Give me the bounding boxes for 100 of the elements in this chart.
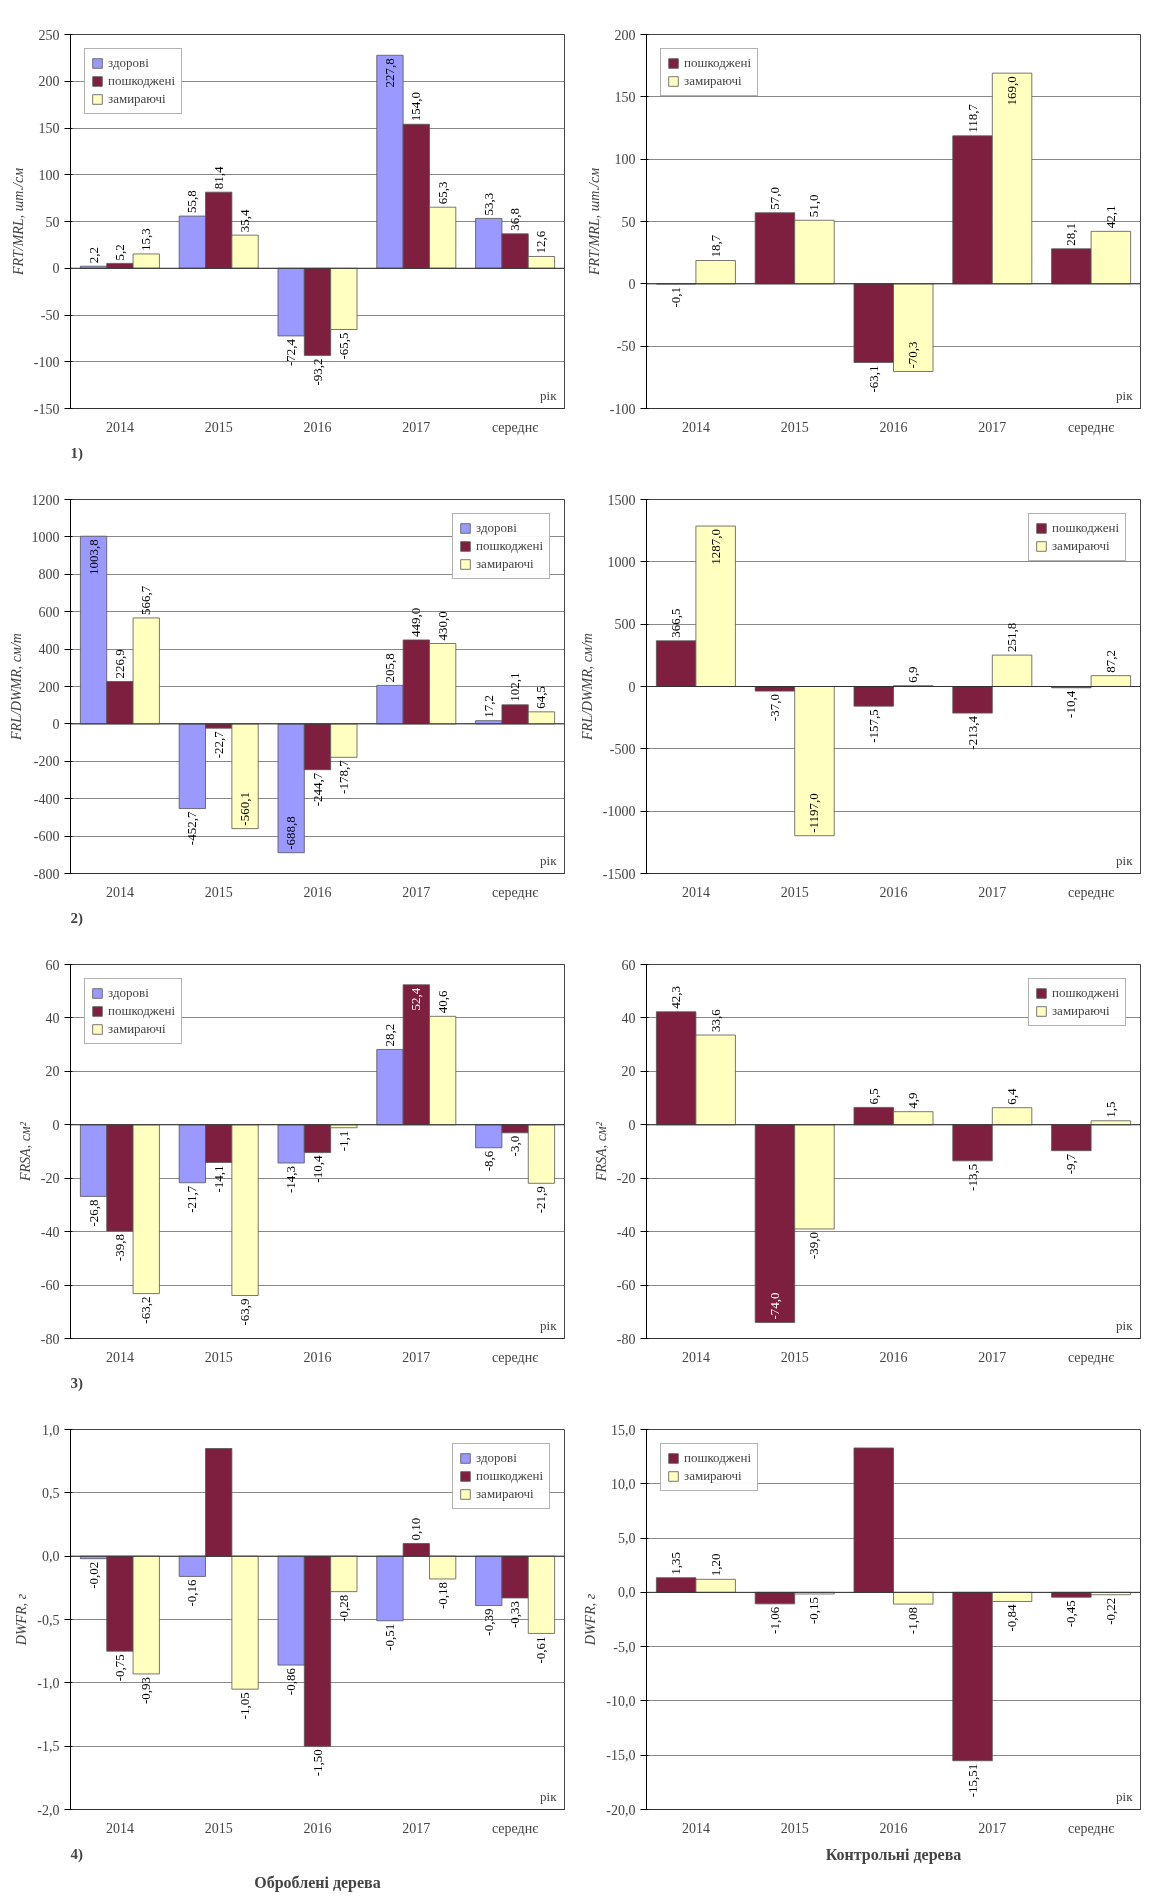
x-tick-label: 2017 [402,1820,431,1836]
x-axis-title: рік [1116,1317,1134,1333]
y-tick-label: 0 [52,1117,60,1133]
y-tick-label: -20 [40,1171,60,1187]
y-tick-label: -1500 [602,866,636,882]
text: Контрольні дерева [825,1845,962,1864]
x-tick-label: середнє [491,884,539,900]
y-tick-label: -50 [40,308,60,323]
data-label: -63,1 [865,365,881,393]
data-label: -1,08 [905,1607,921,1635]
data-label: -0,16 [184,1578,200,1607]
y-tick-label: 0,5 [42,1485,60,1501]
y-tick-label: -20,0 [606,1802,636,1818]
text: Оброблені дерева [254,1873,381,1892]
y-tick-label: 1,0 [42,1422,60,1438]
y-tick-label: 500 [614,617,636,633]
data-label: 169,0 [1004,76,1020,106]
data-label: -70,3 [905,341,921,369]
y-tick-label: 600 [38,604,60,620]
legend-label: пошкоджені [475,538,543,554]
data-label: 28,2 [381,1023,397,1047]
x-tick-label: 2016 [879,1820,908,1836]
y-tick-label: -20 [616,1171,636,1187]
legend-label: замираючі [475,556,534,572]
data-label: 227,8 [381,58,397,88]
legend-label: замираючі [684,1468,742,1484]
data-label: 40,6 [434,990,450,1014]
data-label: 2,2 [85,246,101,264]
legend-label: пошкоджені [1051,985,1119,1001]
x-tick-label: 2017 [402,884,431,900]
legend-label: пошкоджені [684,1450,752,1466]
data-label: -21,7 [184,1185,200,1213]
x-tick-label: 2016 [879,1349,908,1365]
y-axis-title: DWFR, г [583,1593,599,1647]
x-tick-label: 2015 [204,1820,233,1836]
y-tick-label: 400 [38,642,60,658]
x-tick-label: 2017 [402,419,431,435]
legend-label: пошкоджені [108,1003,176,1019]
data-label: -14,3 [283,1165,299,1194]
data-label: -1197,0 [806,793,822,833]
data-label: 42,1 [1102,205,1118,229]
y-tick-label: -15,0 [606,1748,636,1764]
data-label: 64,5 [533,686,549,709]
data-label: 53,3 [480,192,496,216]
y-tick-label: 200 [614,27,636,43]
y-tick-label: 40 [621,1010,636,1026]
y-tick-label: -150 [33,401,60,417]
x-axis-title: рік [540,852,558,868]
y-tick-label: -40 [616,1224,636,1240]
y-tick-label: -50 [616,339,636,355]
data-label: -93,2 [309,358,325,386]
legend-label: пошкоджені [108,73,176,89]
legend-label: здорові [475,520,517,536]
y-tick-label: 0 [628,679,636,695]
data-label: 251,8 [1004,622,1020,653]
y-tick-label: -800 [33,866,60,882]
data-label: -72,4 [283,338,299,367]
y-tick-label: -60 [40,1278,60,1294]
data-label: -0,39 [480,1608,496,1636]
legend-label: пошкоджені [1051,520,1119,536]
data-label: -39,0 [806,1231,822,1260]
data-label: 226,9 [111,649,127,679]
data-label: -0,15 [806,1596,822,1625]
y-axis-title: DWFR, г [14,1593,30,1647]
x-tick-label: 2015 [780,1820,809,1836]
x-tick-label: 2014 [105,1820,134,1836]
y-tick-label: -10,0 [606,1693,636,1709]
y-tick-label: 40 [45,1010,60,1026]
y-tick-label: 10,0 [611,1476,636,1492]
x-tick-label: 2017 [978,1349,1007,1365]
data-label: -560,1 [237,792,253,826]
x-tick-label: середнє [1067,419,1115,435]
x-axis-title: рік [540,1788,558,1804]
data-label: -0,75 [111,1654,127,1682]
data-label: 65,3 [434,181,450,205]
y-tick-label: 0,0 [42,1549,60,1565]
data-label: -22,7 [210,730,226,759]
data-label: -65,5 [335,332,351,360]
data-label: -0,86 [283,1667,299,1696]
y-tick-label: 0,0 [618,1585,636,1601]
y-tick-label: 800 [38,567,60,583]
data-label: 52,4 [408,987,424,1011]
data-label: 1287,0 [707,529,723,565]
y-tick-label: 1500 [607,492,636,508]
data-label: -688,8 [283,816,299,850]
data-label: -0,28 [335,1594,351,1622]
data-label: -13,5 [964,1163,980,1191]
y-tick-label: 250 [38,27,60,43]
text: 3) [70,1374,83,1392]
text: 4) [70,1845,83,1863]
data-label: -74,0 [766,1292,782,1320]
x-tick-label: 2014 [681,419,710,435]
data-label: -63,9 [237,1298,253,1326]
x-tick-label: середнє [491,1820,539,1836]
data-label: 12,6 [533,230,549,254]
data-label: -8,6 [480,1150,496,1172]
x-tick-label: 2016 [303,1349,332,1365]
x-tick-label: 2015 [780,419,809,435]
y-tick-label: 1000 [31,529,60,545]
y-tick-label: -1000 [602,804,636,820]
